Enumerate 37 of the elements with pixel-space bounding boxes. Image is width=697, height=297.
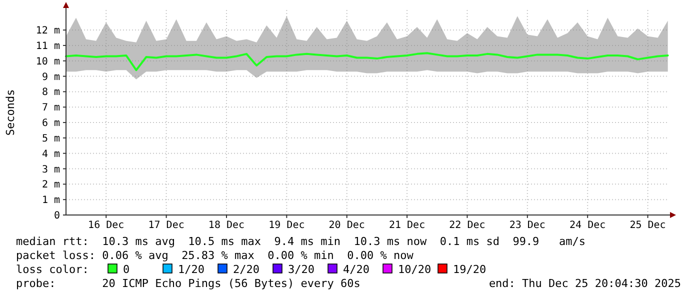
y-tick-label: 10 m bbox=[36, 56, 60, 68]
y-tick-label: 1 m bbox=[42, 195, 60, 206]
line-series bbox=[65, 52, 669, 72]
y-tick-label: 4 m bbox=[42, 148, 60, 160]
y-tick-label: 11 m bbox=[36, 40, 60, 52]
x-tick-label: 24 Dec bbox=[570, 220, 606, 231]
y-tick-label: 0 bbox=[54, 210, 60, 222]
y-tick-label: 5 m bbox=[42, 133, 60, 144]
text: 2/20 bbox=[233, 263, 260, 276]
text: loss color: bbox=[16, 263, 89, 276]
text: 10/20 bbox=[398, 263, 432, 276]
x-tick-label: 21 Dec bbox=[388, 220, 426, 231]
x-tick-label: 19 Dec bbox=[268, 220, 305, 231]
y-tick-label: 8 m bbox=[42, 87, 60, 98]
y-tick-label: 9 m bbox=[42, 72, 60, 83]
x-tick-label: 25 Dec bbox=[630, 220, 666, 231]
y-tick-label: 12 m bbox=[36, 26, 60, 37]
text: end: Thu Dec 25 20:04:30 2025 bbox=[488, 277, 681, 290]
text: 1/20 bbox=[178, 263, 204, 276]
y-tick-label: 6 m bbox=[42, 118, 60, 130]
y-axis-title: Seconds bbox=[4, 89, 17, 136]
y-tick-label: 7 m bbox=[42, 102, 60, 114]
x-tick-label: 17 Dec bbox=[148, 220, 184, 231]
x-tick-label: 20 Dec bbox=[328, 220, 365, 231]
text: packet loss: 0.06 % avg 25.83 % max 0.00 % min 0.00 % now bbox=[16, 249, 414, 262]
x-tick-label: 23 Dec bbox=[509, 220, 546, 231]
text: probe: 20 ICMP Echo Pings (56 Bytes) every 60s bbox=[16, 277, 360, 290]
text: median rtt: 10.3 ms avg 10.5 ms max 9.4 ms min 10.3 ms now 0.1 ms sd 99.9 am/s bbox=[16, 235, 586, 248]
x-tick-label: 22 Dec bbox=[449, 220, 486, 231]
text: 19/20 bbox=[453, 263, 486, 276]
text: 4/20 bbox=[343, 263, 370, 276]
text: 0 bbox=[123, 263, 130, 276]
x-tick-label: 16 Dec bbox=[88, 220, 124, 231]
text: 3/20 bbox=[288, 263, 314, 276]
x-tick-label: 18 Dec bbox=[208, 220, 245, 231]
y-tick-label: 2 m bbox=[42, 180, 60, 191]
y-tick-label: 3 m bbox=[42, 164, 60, 176]
